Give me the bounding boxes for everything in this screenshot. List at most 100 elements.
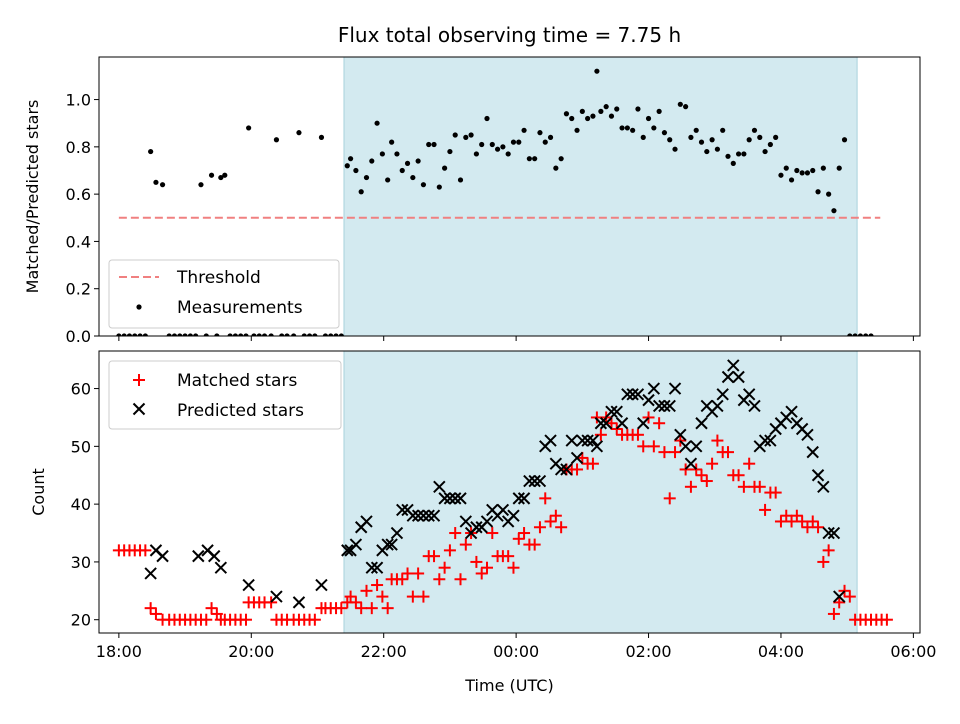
top-panel: 0.0 0.2 0.4 0.6 0.8 1.0 Flux total observing …: [23, 23, 921, 346]
predicted-star-point: [360, 515, 373, 528]
predicted-star-point: [711, 399, 724, 413]
measurement-point: [635, 106, 641, 112]
matched-star-point: [812, 521, 825, 534]
measurement-point: [227, 333, 233, 336]
predicted-star-point: [742, 388, 756, 401]
measurement-point: [510, 139, 517, 145]
measurement-point: [547, 134, 554, 140]
predicted-star-point: [156, 549, 169, 563]
matched-star-point: [743, 457, 756, 470]
measurement-point: [667, 137, 673, 143]
measurement-point: [452, 132, 458, 138]
matched-star-point: [344, 590, 357, 603]
predicted-star-point: [605, 405, 618, 418]
bottom-y-ticks: 20 30 40 50 60: [71, 380, 99, 630]
measurement-point: [521, 127, 527, 133]
predicted-star-point: [214, 561, 228, 574]
measurement-point: [725, 153, 731, 159]
predicted-star-point: [433, 480, 446, 494]
predicted-star-point: [801, 428, 814, 441]
predicted-star-point: [586, 434, 600, 447]
matched-star-point: [406, 590, 419, 603]
predicted-star-point: [406, 509, 420, 522]
predicted-star-point: [533, 474, 547, 488]
measurement-point: [619, 125, 625, 131]
predicted-star-point: [480, 515, 494, 528]
predicted-star-point: [590, 440, 604, 453]
predicted-star-point: [594, 417, 608, 430]
matched-star-point: [480, 561, 493, 574]
measurement-point: [148, 148, 154, 155]
bottom-x-tick-label: 02:00: [625, 642, 671, 661]
measurement-point: [841, 137, 848, 143]
predicted-star-point: [668, 382, 682, 395]
legend-predicted-swatch: [132, 402, 146, 416]
matched-star-point: [790, 509, 803, 522]
x-axis-label: Time (UTC): [464, 676, 553, 695]
predicted-star-point: [727, 359, 740, 372]
measurement-point: [238, 333, 244, 336]
measurement-point: [603, 104, 609, 110]
predicted-star-point: [652, 399, 666, 413]
measurement-point: [166, 333, 172, 336]
matched-star-point: [785, 515, 798, 528]
predicted-star-point: [341, 544, 354, 557]
measurement-point: [347, 156, 354, 162]
predicted-star-point: [438, 492, 451, 505]
measurement-point: [494, 146, 501, 152]
predicted-star-point: [560, 463, 573, 476]
measurement-point: [640, 134, 646, 140]
measurement-point: [799, 170, 805, 176]
predicted-star-point: [679, 440, 692, 453]
bottom-y-axis-label: Count: [29, 468, 48, 516]
matched-star-point: [690, 463, 703, 476]
measurement-point: [222, 172, 228, 178]
predicted-star-point: [144, 567, 157, 580]
predicted-star-point: [523, 474, 536, 488]
top-y-tick-label: 0.2: [66, 280, 91, 299]
matched-star-point: [486, 527, 499, 540]
predicted-star-point: [695, 417, 708, 430]
predicted-star-point: [422, 509, 435, 522]
measurement-point: [614, 106, 620, 112]
matched-star-point: [539, 492, 552, 505]
measurement-point: [447, 148, 453, 155]
measurement-point: [379, 151, 385, 157]
bottom-y-tick-label: 30: [71, 553, 91, 572]
predicted-star-point: [512, 492, 525, 505]
measurement-point: [126, 333, 133, 336]
predicted-star-point: [674, 428, 687, 441]
bottom-y-tick-label: 50: [71, 437, 91, 456]
legend-measurements-swatch: [136, 304, 142, 310]
matched-star-point: [544, 515, 557, 528]
matched-star-point: [610, 423, 623, 436]
measurement-point: [256, 333, 262, 336]
matched-star-point: [806, 515, 819, 528]
matched-star-point: [555, 521, 568, 534]
predicted-star-point: [349, 538, 363, 551]
matched-star-point: [335, 602, 348, 615]
predicted-star-point: [443, 492, 457, 505]
measurement-point: [322, 333, 329, 336]
matched-star-point: [732, 469, 745, 482]
matched-star-point: [239, 613, 252, 626]
measurement-point: [762, 148, 768, 155]
matched-star-point: [401, 567, 414, 580]
measurement-point: [741, 151, 747, 157]
legend-predicted-label: Predicted stars: [177, 401, 304, 421]
top-y-axis-label: Matched/Predicted stars: [23, 100, 42, 294]
measurement-point: [484, 115, 490, 122]
matched-star-point: [412, 567, 425, 580]
top-axes-frame: [98, 56, 921, 337]
matched-star-point: [774, 515, 787, 528]
measurement-point: [857, 333, 864, 336]
measurement-point: [251, 333, 257, 336]
matched-star-point: [721, 446, 734, 459]
matched-star-point: [381, 602, 394, 615]
measurement-point: [683, 104, 689, 110]
matched-star-point: [507, 561, 520, 574]
matched-star-point: [753, 480, 766, 493]
matched-star-point: [438, 561, 451, 574]
predicted-star-point: [449, 492, 462, 505]
measurement-point: [526, 156, 532, 162]
